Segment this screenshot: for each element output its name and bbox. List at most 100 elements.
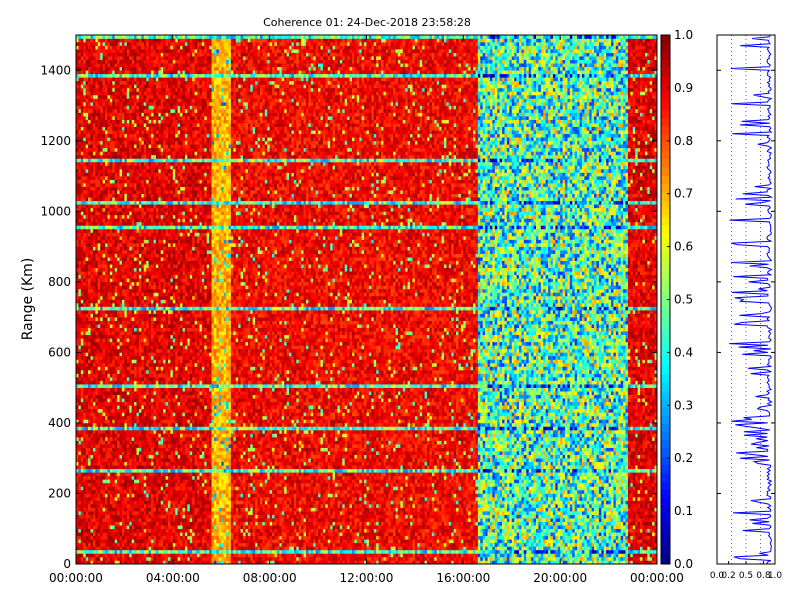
heatmap-cell — [103, 321, 106, 325]
heatmap-cell — [144, 395, 147, 399]
heatmap-cell — [149, 98, 152, 102]
heatmap-cell — [134, 232, 137, 236]
heatmap-cell — [144, 194, 147, 198]
heatmap-cell — [81, 292, 84, 296]
heatmap-cell — [134, 543, 137, 547]
heatmap-cell — [141, 490, 144, 494]
heatmap-cell — [78, 539, 81, 543]
heatmap-cell — [129, 74, 132, 78]
heatmap-cell — [139, 116, 142, 120]
heatmap-cell — [95, 416, 98, 420]
heatmap-cell — [134, 109, 137, 113]
heatmap-cell — [146, 543, 149, 547]
heatmap-cell — [124, 321, 127, 325]
heatmap-cell — [127, 70, 130, 74]
heatmap-cell — [83, 363, 86, 367]
heatmap-cell — [98, 236, 101, 240]
heatmap-cell — [91, 398, 94, 402]
heatmap-cell — [115, 441, 118, 445]
heatmap-cell — [100, 116, 103, 120]
heatmap-cell — [93, 162, 96, 166]
heatmap-cell — [146, 557, 149, 561]
heatmap-cell — [86, 423, 89, 427]
heatmap-cell — [95, 84, 98, 88]
heatmap-cell — [149, 116, 152, 120]
heatmap-cell — [122, 218, 125, 222]
heatmap-cell — [107, 486, 110, 490]
heatmap-cell — [146, 232, 149, 236]
heatmap-cell — [112, 127, 115, 131]
heatmap-cell — [153, 515, 156, 519]
heatmap-cell — [129, 448, 132, 452]
heatmap-cell — [98, 247, 101, 251]
heatmap-cell — [105, 116, 108, 120]
heatmap-cell — [83, 550, 86, 554]
heatmap-cell — [146, 335, 149, 339]
heatmap-cell — [124, 458, 127, 462]
heatmap-cell — [137, 465, 140, 469]
heatmap-cell — [115, 352, 118, 356]
heatmap-cell — [86, 363, 89, 367]
heatmap-cell — [78, 511, 81, 515]
heatmap-cell — [132, 98, 135, 102]
heatmap-cell — [112, 130, 115, 134]
heatmap-cell — [95, 247, 98, 251]
heatmap-cell — [156, 515, 159, 519]
heatmap-cell — [120, 81, 123, 85]
heatmap-cell — [95, 151, 98, 155]
heatmap-cell — [122, 130, 125, 134]
heatmap-cell — [129, 254, 132, 258]
heatmap-cell — [132, 430, 135, 434]
heatmap-cell — [124, 391, 127, 395]
heatmap-cell — [88, 296, 91, 300]
heatmap-cell — [110, 116, 113, 120]
heatmap-cell — [91, 409, 94, 413]
heatmap-cell — [100, 148, 103, 152]
heatmap-cell — [112, 426, 115, 430]
heatmap-cell — [120, 483, 123, 487]
heatmap-cell — [100, 201, 103, 205]
heatmap-cell — [122, 123, 125, 127]
heatmap-cell — [91, 384, 94, 388]
heatmap-cell — [105, 426, 108, 430]
heatmap-cell — [139, 53, 142, 57]
heatmap-cell — [98, 208, 101, 212]
heatmap-cell — [120, 134, 123, 138]
heatmap-cell — [146, 377, 149, 381]
heatmap-cell — [83, 553, 86, 557]
heatmap-cell — [95, 282, 98, 286]
heatmap-cell — [95, 289, 98, 293]
heatmap-cell — [107, 546, 110, 550]
heatmap-cell — [144, 292, 147, 296]
heatmap-cell — [134, 137, 137, 141]
heatmap-cell — [91, 113, 94, 117]
heatmap-cell — [153, 165, 156, 169]
heatmap-cell — [95, 317, 98, 321]
heatmap-cell — [100, 261, 103, 265]
heatmap-cell — [105, 359, 108, 363]
heatmap-cell — [127, 412, 130, 416]
heatmap-cell — [141, 84, 144, 88]
heatmap-cell — [149, 162, 152, 166]
heatmap-cell — [95, 518, 98, 522]
heatmap-cell — [144, 42, 147, 46]
heatmap-cell — [86, 225, 89, 229]
heatmap-cell — [146, 271, 149, 275]
heatmap-cell — [124, 363, 127, 367]
heatmap-cell — [127, 268, 130, 272]
heatmap-cell — [153, 426, 156, 430]
heatmap-cell — [103, 278, 106, 282]
heatmap-cell — [112, 310, 115, 314]
heatmap-cell — [115, 243, 118, 247]
heatmap-cell — [91, 102, 94, 106]
heatmap-cell — [122, 35, 125, 39]
heatmap-cell — [100, 317, 103, 321]
heatmap-cell — [141, 405, 144, 409]
heatmap-cell — [81, 289, 84, 293]
heatmap-cell — [105, 271, 108, 275]
heatmap-cell — [81, 543, 84, 547]
heatmap-cell — [146, 67, 149, 71]
heatmap-cell — [137, 77, 140, 81]
heatmap-cell — [115, 70, 118, 74]
heatmap-cell — [129, 232, 132, 236]
